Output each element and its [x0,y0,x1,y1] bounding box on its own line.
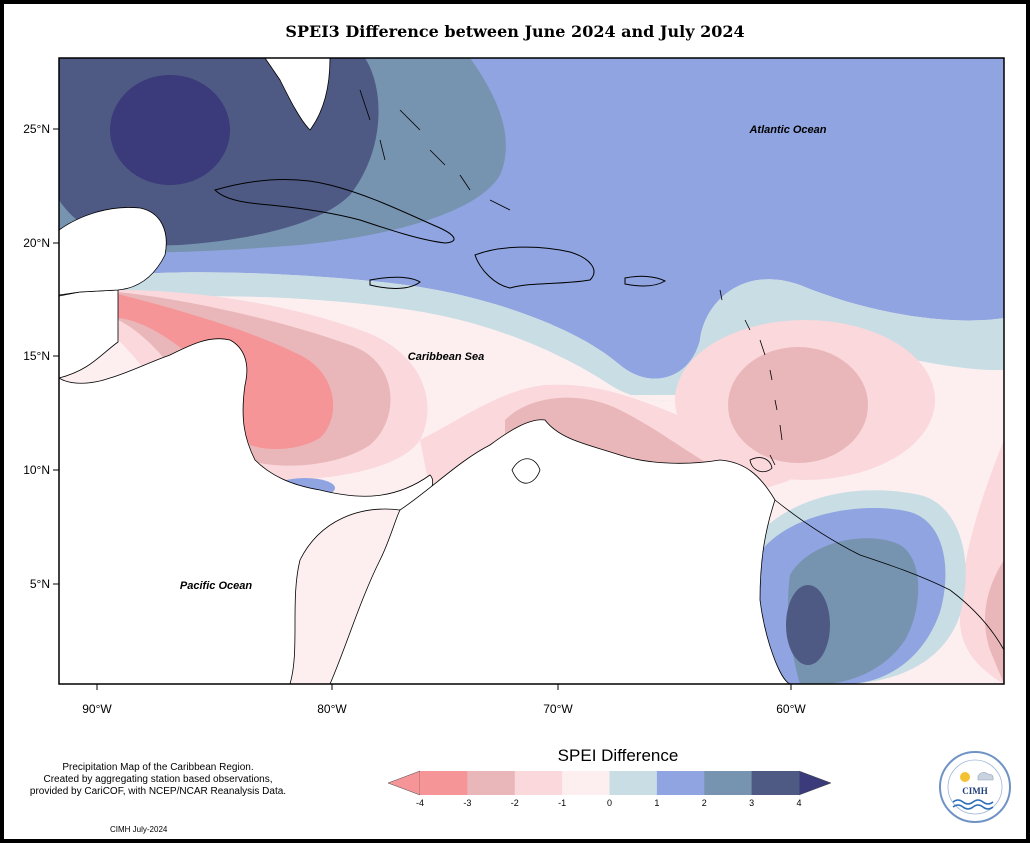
spei-field [59,58,1004,684]
legend-segment [420,771,468,795]
legend-segment [609,771,658,795]
zone-east-mid [984,560,1004,684]
notes-line: Precipitation Map of the Caribbean Regio… [62,762,254,773]
legend-segment [514,771,563,795]
lon-tick-label: 90°W [82,702,112,716]
legend-tick-label: 3 [749,798,754,808]
legend-arrow-right [798,770,832,796]
zone-zero-band [59,272,1004,401]
lat-tick-label: 25°N [23,122,50,136]
land-florida [264,58,331,131]
cimh-logo: CIMH [939,751,1011,823]
legend-segment [704,771,753,795]
lat-tick-label: 5°N [30,577,50,591]
legend-tick-label: 2 [702,798,707,808]
label-caribbean-sea: Caribbean Sea [408,351,484,363]
land-jamaica [369,276,421,289]
legend-tick-label: -1 [558,798,566,808]
legend-segment [467,771,516,795]
land-trinidad [749,457,773,473]
legend-segment [751,771,800,795]
land-hispaniola [474,246,595,289]
notes-line: Created by aggregating station based obs… [43,774,273,785]
legend-tick-label: 0 [607,798,612,808]
zone-northwest-core [110,75,230,185]
lat-tick-label: 10°N [23,463,50,477]
label-pacific-ocean: Pacific Ocean [180,580,252,592]
logo-text: CIMH [962,786,988,796]
land-bahamas [359,89,511,211]
lat-tick-label: 15°N [23,349,50,363]
lon-tick-label: 80°W [317,702,347,716]
legend-title: SPEI Difference [557,746,679,765]
lon-tick-label: 70°W [543,702,573,716]
legend-colorbar [387,770,832,796]
map-title: SPEI3 Difference between June 2024 and J… [285,22,745,41]
wave-icon [952,799,994,805]
land-puerto-rico [624,275,667,287]
map-border [58,57,1005,685]
label-atlantic-ocean: Atlantic Ocean [748,124,826,136]
legend-tick-label: -4 [416,798,424,808]
zone-antilles-mid [728,347,868,463]
sun-icon [960,772,970,782]
lon-tick-label: 60°W [776,702,806,716]
land-yucatan [59,207,167,296]
legend-tick-label: -3 [463,798,471,808]
land-cuba [214,179,455,244]
legend-segment [656,771,705,795]
legend-ticks: -4 -3 -2 -1 0 1 2 3 4 [416,798,802,808]
lat-tick-label: 20°N [23,236,50,250]
lat-axis: 25°N 20°N 15°N 10°N 5°N [23,122,59,591]
zone-guiana-dark [786,585,830,665]
lon-axis: 90°W 80°W 70°W 60°W [82,684,806,716]
land-paraguana [511,458,541,484]
notes-line: provided by CariCOF, with NCEP/NCAR Rean… [29,786,287,797]
legend-tick-label: 4 [796,798,801,808]
map-notes: Precipitation Map of the Caribbean Regio… [12,762,304,798]
land-antilles [719,289,783,466]
legend-segment [562,771,610,795]
land-south-america [329,419,791,684]
legend-tick-label: 1 [654,798,659,808]
land-guianas [774,499,1004,651]
legend-arrow-left [387,770,421,796]
legend-tick-label: -2 [511,798,519,808]
credit-text: CIMH July-2024 [110,825,168,834]
cloud-icon [977,772,994,781]
